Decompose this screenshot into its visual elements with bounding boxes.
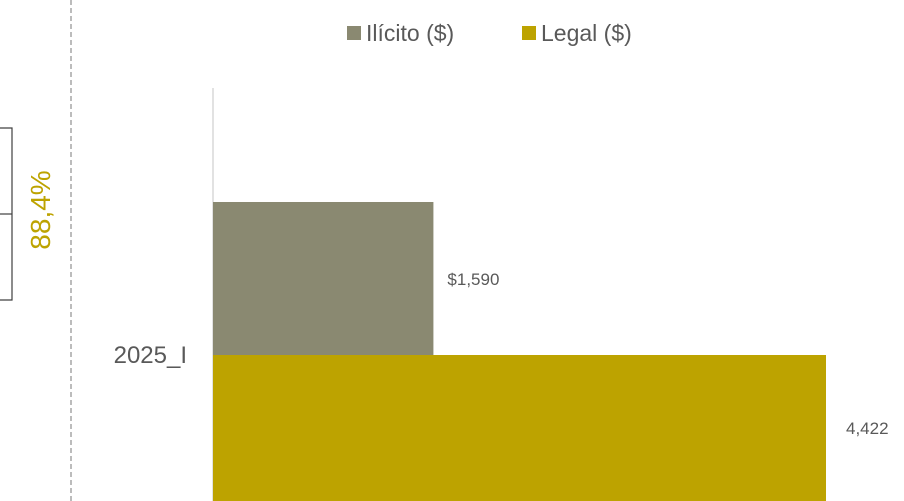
share-annotation: 88,4% bbox=[25, 170, 56, 249]
data-label-legal: 4,422 bbox=[846, 419, 889, 438]
legend-label-ilicito: Ilícito ($) bbox=[366, 20, 454, 46]
bar-legal bbox=[213, 355, 826, 501]
legend-swatch-ilicito bbox=[347, 26, 361, 40]
bars bbox=[213, 202, 826, 501]
y-tick-label: 2025_I bbox=[114, 342, 187, 369]
data-label-ilicito: $1,590 bbox=[447, 270, 499, 289]
legend-label-legal: Legal ($) bbox=[541, 20, 632, 46]
bar-ilicito bbox=[213, 202, 434, 355]
legend-swatch-legal bbox=[522, 26, 536, 40]
legend: Ilícito ($) Legal ($) bbox=[347, 20, 632, 46]
